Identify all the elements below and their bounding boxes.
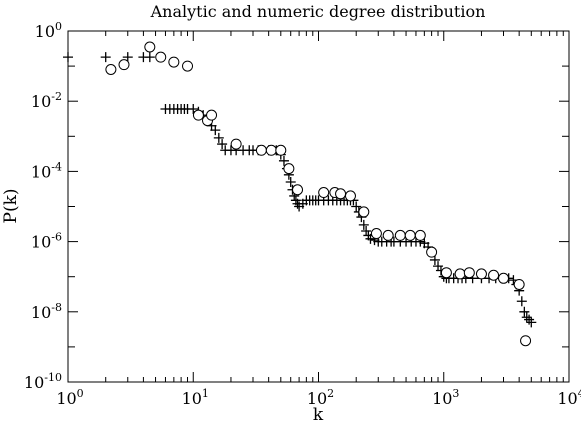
axis-tick-labels: 100 101 102 103 104 100 10-2 10-4 10-6 10-8 10-10 — [24, 20, 581, 408]
circle-point — [454, 268, 466, 280]
circle-point — [513, 278, 525, 290]
y-tick-label: 100 — [35, 20, 62, 41]
plus-point — [361, 226, 372, 237]
plus-point — [351, 201, 362, 212]
circle-point — [265, 144, 277, 156]
circle-point — [440, 267, 452, 279]
circle-point — [498, 272, 510, 284]
plus-point — [210, 125, 221, 136]
y-tick-label: 10-6 — [31, 231, 62, 252]
plus-point — [63, 52, 73, 63]
circle-point — [520, 335, 532, 347]
circle-point — [318, 187, 330, 199]
plus-point — [188, 103, 199, 114]
plus-point — [100, 52, 111, 63]
y-tick-label: 10-4 — [31, 160, 62, 181]
circle-point — [182, 60, 194, 72]
y-tick-label: 10-2 — [31, 90, 62, 111]
y-tick-label: 10-10 — [24, 371, 62, 392]
chart-title: Analytic and numeric degree distribution — [150, 2, 486, 21]
plus-point — [429, 254, 440, 265]
series-circle — [105, 41, 532, 347]
plus-point — [278, 155, 289, 166]
plus-point — [213, 132, 224, 143]
x-tick-label: 103 — [432, 387, 459, 408]
circle-point — [230, 138, 242, 150]
plus-point — [516, 296, 527, 307]
plus-point — [122, 52, 133, 63]
circle-point — [370, 228, 382, 240]
plus-point — [144, 52, 155, 63]
plus-point — [521, 312, 532, 323]
circle-point — [168, 56, 180, 68]
x-tick-label: 104 — [557, 387, 581, 408]
circle-point — [414, 229, 426, 241]
x-tick-label: 101 — [182, 387, 209, 408]
plus-point — [285, 176, 296, 187]
circle-point — [255, 144, 267, 156]
circle-point — [382, 229, 394, 241]
circle-point — [488, 269, 500, 281]
circle-point — [275, 144, 287, 156]
plus-point — [358, 219, 369, 230]
circle-point — [358, 206, 370, 218]
circle-point — [192, 109, 204, 121]
circle-point — [335, 188, 347, 200]
circle-point — [426, 246, 438, 258]
plot-frame — [67, 30, 570, 383]
circle-point — [144, 41, 156, 53]
circle-point — [105, 64, 117, 76]
circle-point — [118, 59, 130, 71]
plus-point — [524, 314, 535, 325]
plus-point — [365, 233, 376, 244]
circle-point — [344, 190, 356, 202]
plus-point — [526, 317, 537, 328]
circle-point — [292, 184, 304, 196]
axis-ticks — [67, 30, 570, 383]
circle-point — [283, 163, 295, 175]
circle-point — [404, 229, 416, 241]
y-axis-label: P(k) — [1, 188, 21, 223]
circle-point — [463, 267, 475, 279]
x-axis-label: k — [313, 405, 324, 425]
x-tick-label: 100 — [56, 387, 83, 408]
plus-point — [217, 139, 228, 150]
circle-point — [155, 51, 167, 63]
circle-point — [475, 268, 487, 280]
y-tick-label: 10-8 — [31, 301, 62, 322]
circle-point — [206, 109, 218, 121]
circle-point — [394, 229, 406, 241]
data-points — [63, 41, 537, 347]
plus-point — [519, 306, 530, 317]
x-tick-label: 102 — [307, 387, 334, 408]
